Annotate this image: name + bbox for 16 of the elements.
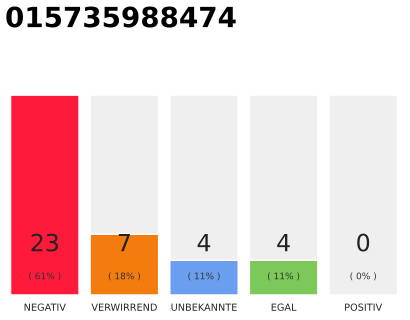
data-label: 7 [118, 234, 130, 252]
annotation: ( 0% ) [350, 272, 376, 280]
data-label: 4 [198, 234, 210, 252]
x-tick-label: UNBEKANNTE [172, 304, 237, 311]
data-label: 23 [32, 234, 58, 252]
annotation: ( 18% ) [108, 272, 140, 280]
x-tick-label: POSITIV [345, 304, 382, 311]
chart-title: 015735988474 [6, 6, 236, 28]
annotation: ( 11% ) [268, 272, 300, 280]
annotation: ( 61% ) [29, 272, 60, 280]
x-tick-label: EGAL [272, 304, 296, 311]
data-label: 0 [357, 234, 370, 252]
x-tick-label: NEGATIV [24, 304, 66, 311]
data-label: 4 [277, 234, 290, 252]
x-tick-label: VERWIRREND [91, 304, 157, 311]
annotation: ( 11% ) [188, 272, 220, 280]
